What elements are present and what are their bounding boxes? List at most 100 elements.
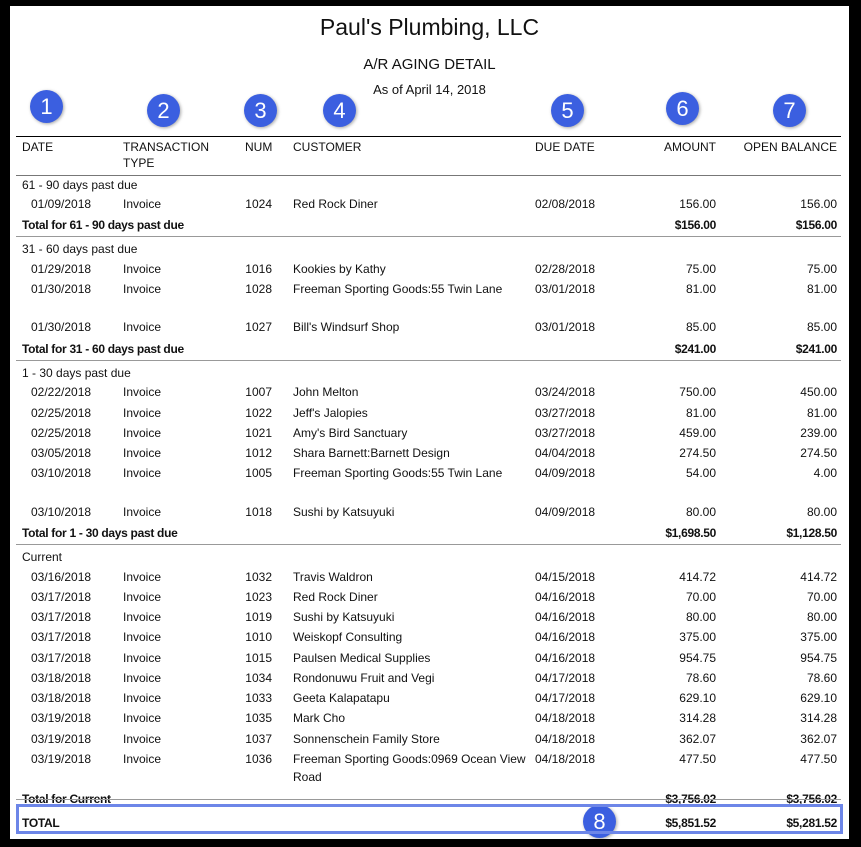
section-total-amount: $1,698.50	[665, 526, 716, 540]
row-due-date: 04/15/2018	[535, 570, 596, 584]
grand-total-label: TOTAL	[22, 816, 60, 830]
row-amount: 70.00	[685, 590, 716, 604]
row-num: 1027	[245, 320, 272, 334]
row-num: 1010	[245, 630, 272, 644]
row-due-date: 03/01/2018	[535, 320, 596, 334]
row-customer: Freeman Sporting Goods:0969 Ocean View R…	[293, 752, 526, 784]
row-open-balance: 80.00	[806, 610, 837, 624]
section-total-rule	[16, 236, 841, 237]
column-header-date: DATE	[22, 140, 54, 154]
row-customer: Jeff's Jalopies	[293, 406, 368, 420]
row-date: 03/16/2018	[31, 570, 92, 584]
row-due-date: 03/01/2018	[535, 282, 596, 296]
section-label: Current	[22, 550, 63, 564]
row-num: 1032	[245, 570, 272, 584]
callout-badge-3: 3	[244, 94, 277, 127]
row-open-balance: 274.50	[800, 446, 837, 460]
row-date: 03/05/2018	[31, 446, 92, 460]
row-amount: 156.00	[679, 197, 716, 211]
row-due-date: 04/09/2018	[535, 505, 596, 519]
row-customer: John Melton	[293, 385, 359, 399]
row-transaction-type: Invoice	[123, 320, 162, 334]
row-customer: Weiskopf Consulting	[293, 630, 403, 644]
row-date: 03/17/2018	[31, 651, 92, 665]
report-page: Paul's Plumbing, LLC A/R AGING DETAIL As…	[10, 6, 849, 839]
section-label: 31 - 60 days past due	[22, 242, 138, 256]
row-customer: Geeta Kalapatapu	[293, 691, 390, 705]
row-due-date: 04/17/2018	[535, 671, 596, 685]
row-date: 03/19/2018	[31, 711, 92, 725]
grand-total-open-balance: $5,281.52	[786, 816, 837, 830]
row-open-balance: 80.00	[806, 505, 837, 519]
row-due-date: 03/24/2018	[535, 385, 596, 399]
row-open-balance: 156.00	[800, 197, 837, 211]
row-date: 03/19/2018	[31, 732, 92, 746]
row-open-balance: 314.28	[800, 711, 837, 725]
row-due-date: 02/28/2018	[535, 262, 596, 276]
company-name: Paul's Plumbing, LLC	[319, 14, 540, 40]
grand-total-highlight	[16, 804, 843, 834]
section-total-amount: $156.00	[674, 218, 717, 232]
row-num: 1021	[245, 426, 272, 440]
row-date: 03/17/2018	[31, 610, 92, 624]
row-date: 03/19/2018	[31, 752, 92, 766]
row-amount: 85.00	[685, 320, 716, 334]
report-title: A/R AGING DETAIL	[363, 56, 496, 73]
row-transaction-type: Invoice	[123, 262, 162, 276]
row-open-balance: 81.00	[806, 406, 837, 420]
row-date: 03/17/2018	[31, 630, 92, 644]
row-transaction-type: Invoice	[123, 426, 162, 440]
row-date: 02/25/2018	[31, 406, 92, 420]
row-customer: Red Rock Diner	[293, 197, 378, 211]
row-amount: 54.00	[685, 466, 716, 480]
row-due-date: 04/18/2018	[535, 732, 596, 746]
row-transaction-type: Invoice	[123, 385, 162, 399]
section-total-label: Total for 1 - 30 days past due	[22, 526, 178, 540]
row-open-balance: 450.00	[800, 385, 837, 399]
section-total-rule	[16, 544, 841, 545]
row-customer: Paulsen Medical Supplies	[293, 651, 431, 665]
row-due-date: 04/09/2018	[535, 466, 596, 480]
row-num: 1023	[245, 590, 272, 604]
row-num: 1028	[245, 282, 272, 296]
row-amount: 78.60	[685, 671, 716, 685]
column-header-type-line2: TYPE	[123, 156, 155, 170]
row-open-balance: 70.00	[806, 590, 837, 604]
row-transaction-type: Invoice	[123, 610, 162, 624]
row-num: 1018	[245, 505, 272, 519]
row-transaction-type: Invoice	[123, 711, 162, 725]
row-num: 1035	[245, 711, 272, 725]
row-amount: 954.75	[679, 651, 716, 665]
row-open-balance: 375.00	[800, 630, 837, 644]
row-customer: Rondonuwu Fruit and Vegi	[293, 671, 435, 685]
callout-badge-7: 7	[773, 94, 806, 127]
grand-total-rule	[16, 799, 841, 800]
row-open-balance: 362.07	[800, 732, 837, 746]
row-due-date: 04/16/2018	[535, 651, 596, 665]
row-due-date: 04/18/2018	[535, 711, 596, 725]
column-header-customer: CUSTOMER	[293, 140, 362, 154]
row-amount: 629.10	[679, 691, 716, 705]
column-header-transaction-type: TRANSACTION TYPE	[123, 139, 209, 171]
row-transaction-type: Invoice	[123, 197, 162, 211]
row-customer: Mark Cho	[293, 711, 346, 725]
column-header-amount: AMOUNT	[664, 140, 716, 154]
row-amount: 314.28	[679, 711, 716, 725]
row-date: 03/18/2018	[31, 691, 92, 705]
callout-badge-1: 1	[30, 90, 63, 123]
row-date: 01/29/2018	[31, 262, 92, 276]
row-open-balance: 954.75	[800, 651, 837, 665]
row-open-balance: 414.72	[800, 570, 837, 584]
row-customer: Shara Barnett:Barnett Design	[293, 446, 450, 460]
row-customer: Travis Waldron	[293, 570, 373, 584]
row-num: 1024	[245, 197, 272, 211]
row-date: 01/09/2018	[31, 197, 92, 211]
row-num: 1019	[245, 610, 272, 624]
row-transaction-type: Invoice	[123, 446, 162, 460]
section-total-open-balance: $1,128.50	[786, 526, 837, 540]
row-customer: Sushi by Katsuyuki	[293, 505, 395, 519]
row-transaction-type: Invoice	[123, 282, 162, 296]
section-label: 61 - 90 days past due	[22, 178, 138, 192]
row-date: 03/10/2018	[31, 466, 92, 480]
row-date: 02/25/2018	[31, 426, 92, 440]
